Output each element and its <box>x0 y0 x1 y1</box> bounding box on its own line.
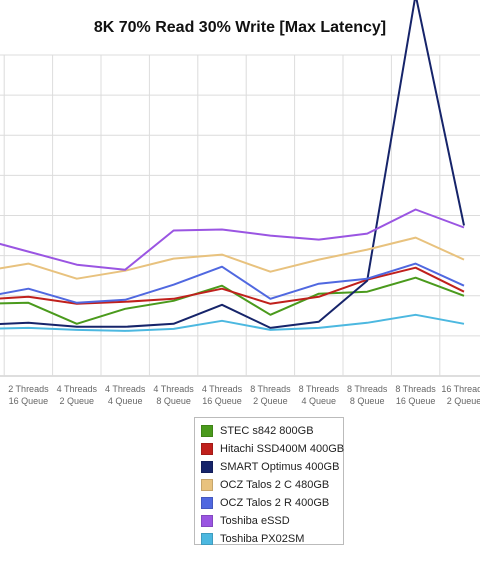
legend-item: SMART Optimus 400GB <box>201 458 343 476</box>
x-tick-label: 4 Threads 16 Queue <box>202 384 243 406</box>
legend-label: STEC s842 800GB <box>220 425 314 437</box>
x-tick-label: 8 Threads 2 Queue <box>250 384 291 406</box>
series-line-0 <box>0 276 465 325</box>
grid-lines <box>0 54 480 377</box>
legend-swatch <box>201 497 213 509</box>
series-line-4 <box>0 262 465 304</box>
chart-title: 8K 70% Read 30% Write [Max Latency] <box>93 19 387 36</box>
series-line-6 <box>0 313 465 332</box>
x-tick-label: 4 Threads 8 Queue <box>153 384 194 406</box>
legend-item: Toshiba PX02SM <box>201 530 343 548</box>
series-line-3 <box>0 236 465 280</box>
series-lines <box>0 0 465 332</box>
legend-label: Toshiba eSSD <box>220 515 290 527</box>
legend-label: Toshiba PX02SM <box>220 533 305 545</box>
series-line-5 <box>0 208 465 271</box>
legend-swatch <box>201 425 213 437</box>
x-tick-label: 4 Threads 2 Queue <box>57 384 98 406</box>
x-tick-label: 4 Threads 4 Queue <box>105 384 146 406</box>
legend-swatch <box>201 533 213 545</box>
legend-item: Toshiba eSSD <box>201 512 343 530</box>
x-tick-label: 8 Threads 16 Queue <box>395 384 436 406</box>
legend-item: STEC s842 800GB <box>201 422 343 440</box>
series-line-1 <box>0 266 465 305</box>
legend-swatch <box>201 515 213 527</box>
legend-label: OCZ Talos 2 R 400GB <box>220 497 330 509</box>
legend-label: Hitachi SSD400M 400GB <box>220 443 345 455</box>
legend-swatch <box>201 479 213 491</box>
legend-swatch <box>201 461 213 473</box>
legend-item: Hitachi SSD400M 400GB <box>201 440 345 458</box>
series-line-2 <box>0 0 465 329</box>
legend-item: OCZ Talos 2 C 480GB <box>201 476 343 494</box>
legend-label: OCZ Talos 2 C 480GB <box>220 479 330 491</box>
chart-legend: STEC s842 800GB Hitachi SSD400M 400GB SMAR… <box>194 417 344 545</box>
x-tick-label: 8 Threads 8 Queue <box>347 384 388 406</box>
x-tick-label: 8 Threads 4 Queue <box>299 384 340 406</box>
legend-swatch <box>201 443 213 455</box>
legend-label: SMART Optimus 400GB <box>220 461 340 473</box>
x-tick-label: 2 Threads 16 Queue <box>8 384 49 406</box>
legend-item: OCZ Talos 2 R 400GB <box>201 494 343 512</box>
